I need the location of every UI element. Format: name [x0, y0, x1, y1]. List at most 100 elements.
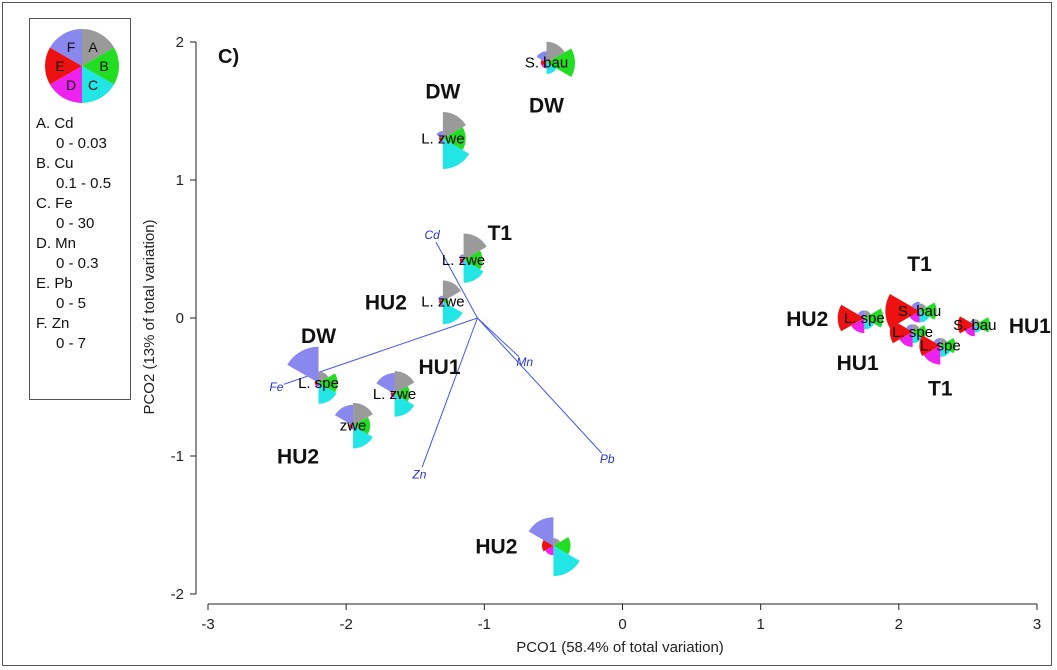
glyph-sector-e — [540, 59, 547, 66]
glyph-sector-d — [899, 331, 913, 347]
glyph-sector-f — [536, 51, 547, 63]
vector-label-zn: Zn — [411, 468, 426, 482]
group-label: T1 — [928, 378, 953, 401]
vector-pb — [477, 317, 603, 454]
glyph-sector-a — [940, 338, 947, 346]
legend-key-letter-b: B — [99, 58, 108, 74]
glyph-sector-e — [919, 335, 941, 357]
glyph-sector-b — [442, 127, 466, 150]
legend-key-sector-f — [49, 29, 82, 66]
data-point: L. spe T1 — [919, 335, 961, 401]
species-label: L. spe — [844, 310, 885, 327]
glyph-sector-f — [528, 517, 554, 546]
glyph-sector-a — [974, 319, 980, 325]
glyph-sector-e — [837, 304, 865, 332]
species-label: L. zwe — [421, 293, 464, 310]
glyph-sector-f — [458, 254, 464, 261]
data-point: L. spe DW — [287, 325, 339, 404]
y-axis-title: PCO2 (13% of total variation) — [141, 219, 158, 414]
legend-key-sector-b — [82, 47, 119, 85]
legend-entry-cd: A. Cd — [36, 115, 74, 132]
glyph-sector-c — [864, 318, 875, 330]
glyph-sector-a — [553, 538, 560, 546]
species-label: L. zwe — [421, 131, 464, 148]
glyph-sector-b — [919, 302, 937, 320]
glyph-sector-e — [459, 258, 464, 262]
glyph-sector-f — [969, 319, 975, 325]
glyph-sector-a — [353, 402, 373, 426]
glyph-sector-d — [439, 301, 443, 306]
legend-range-zn: 0 - 7 — [56, 335, 87, 352]
glyph-sector-b — [442, 298, 449, 305]
glyph-sector-b — [546, 48, 576, 77]
glyph-sector-c — [463, 260, 484, 283]
glyph-sector-e — [439, 299, 443, 304]
glyph-sector-d — [545, 545, 554, 556]
legend-entry-mn: D. Mn — [36, 235, 77, 252]
glyph-sector-c — [318, 382, 337, 404]
species-label: L. zwe — [442, 252, 485, 269]
x-axis-title: PCO1 (58.4% of total variation) — [516, 639, 724, 656]
glyph-sector-d — [964, 324, 975, 337]
glyph-sector-b — [553, 537, 571, 555]
glyph-sector-a — [318, 371, 329, 383]
glyph-sector-f — [287, 346, 319, 383]
legend-range-pb: 0 - 5 — [56, 295, 87, 312]
glyph-sector-b — [912, 325, 926, 339]
data-point: HU2 — [475, 517, 580, 577]
x-tick-label: 3 — [1033, 616, 1041, 633]
vector-label-fe: Fe — [269, 380, 283, 394]
glyph-sector-d — [851, 318, 865, 334]
vector-label-mn: Mn — [516, 355, 533, 369]
data-point: L. spe HU2 — [786, 304, 885, 334]
glyph-sector-a — [864, 310, 871, 318]
legend-key-letter-a: A — [88, 39, 98, 55]
data-point: S. bau DW — [525, 41, 576, 118]
group-label: HU1 — [419, 356, 461, 379]
glyph-sector-b — [463, 250, 483, 270]
legend-entry-cu: B. Cu — [36, 155, 74, 172]
vector-label-pb: Pb — [600, 452, 615, 466]
group-label: HU2 — [786, 308, 828, 331]
x-tick-label: 2 — [895, 616, 903, 633]
legend-entry-fe: C. Fe — [36, 195, 73, 212]
glyph-sector-f — [436, 131, 443, 139]
glyph-sector-f — [906, 324, 913, 332]
group-label: T1 — [488, 222, 513, 245]
x-tick-label: 0 — [618, 616, 626, 633]
glyph-sector-d — [391, 393, 395, 398]
glyph-sector-b — [864, 308, 884, 328]
glyph-sector-e — [889, 320, 913, 344]
data-point: S. bau HU1 — [953, 315, 1051, 338]
glyph-sector-a — [463, 233, 487, 261]
glyph-sector-d — [315, 382, 319, 387]
glyph-sector-b — [353, 417, 371, 435]
glyph-sector-c — [546, 62, 557, 75]
glyph-sector-c — [353, 425, 373, 449]
glyph-sector-f — [376, 373, 395, 394]
legend-range-cd: 0 - 0.03 — [56, 135, 107, 152]
glyph-sector-e — [542, 540, 554, 552]
y-tick-label: 0 — [176, 310, 184, 327]
glyph-sector-d — [460, 260, 464, 264]
legend-key-sector-c — [82, 66, 115, 103]
glyph-sector-c — [442, 301, 463, 325]
group-label: HU1 — [837, 352, 879, 375]
glyph-sector-b — [394, 386, 410, 402]
legend-key-letter-c: C — [88, 77, 98, 93]
glyph-sector-f — [857, 310, 865, 318]
glyph-sector-c — [553, 545, 580, 577]
legend-key-sector-d — [49, 66, 82, 103]
glyph-sector-e — [885, 294, 920, 329]
glyph-sector-c — [940, 345, 951, 357]
glyph-sector-b — [318, 373, 338, 393]
legend-key-letter-e: E — [55, 58, 64, 74]
data-point: L. zwe DW — [421, 81, 470, 169]
glyph-sector-a — [912, 324, 920, 332]
panel-label: C) — [218, 46, 239, 68]
glyph-sector-f — [437, 295, 443, 302]
